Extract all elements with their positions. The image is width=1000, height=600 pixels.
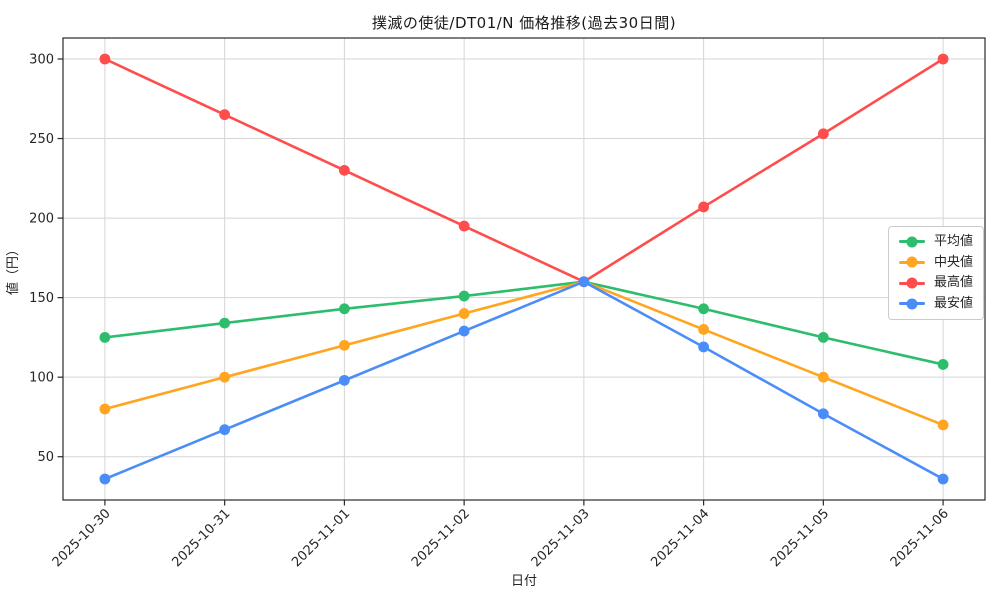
series-average-point	[937, 359, 949, 370]
legend-marker-dot	[906, 298, 918, 310]
chart-title: 撲滅の使徒/DT01/N 価格推移(過去30日間)	[371, 14, 677, 32]
legend-item-median: 中央値	[899, 254, 974, 270]
legend-item-average: 平均値	[899, 235, 973, 249]
series-max-line	[103, 57, 945, 284]
series-average-point	[698, 303, 710, 315]
x-tick-label: 2025-11-02	[409, 506, 473, 570]
axis-ticks	[57, 58, 944, 506]
gridlines	[63, 38, 985, 500]
series-min-point	[578, 276, 590, 288]
series-max-point	[817, 128, 829, 140]
y-axis-label: 値（円）	[5, 243, 21, 295]
plot-border	[62, 37, 986, 501]
x-tick-label: 2025-11-04	[648, 506, 712, 570]
series-max-point	[458, 220, 470, 232]
y-tick-label: 100	[29, 371, 54, 386]
series-min-line	[103, 280, 945, 481]
series-median-line	[103, 280, 945, 427]
legend: 平均値中央値最高値最安値	[888, 226, 985, 320]
x-tick-labels: 2025-10-30 2025-10-31 2025-11-01 2025-11-02…	[50, 506, 952, 570]
x-tick-label: 2025-11-05	[768, 506, 832, 570]
y-tick-labels: 50 100 150 200 250 300	[29, 53, 54, 466]
series-min-point	[458, 325, 470, 337]
series-max-point	[698, 201, 710, 213]
legend-line-sample	[899, 277, 925, 289]
legend-line-sample	[899, 256, 925, 268]
series-average-point	[219, 317, 231, 329]
series-average-point	[338, 303, 350, 315]
series-average-line	[103, 280, 945, 366]
series-average-point	[817, 332, 829, 343]
x-tick-label: 2025-11-01	[289, 506, 353, 570]
legend-line-sample	[899, 236, 925, 248]
series-average-point	[458, 290, 470, 302]
series-median	[99, 276, 949, 431]
series-max-point	[219, 109, 231, 121]
x-tick-label: 2025-11-03	[529, 506, 593, 570]
series-max	[99, 53, 949, 288]
series-min-point	[937, 473, 949, 485]
legend-marker-dot	[906, 256, 918, 268]
series-median-point	[937, 419, 949, 431]
series-min	[99, 276, 949, 485]
series-min-point	[219, 424, 231, 436]
series-min-point	[698, 341, 710, 353]
y-tick-label: 200	[29, 212, 54, 227]
series-min-point	[99, 473, 111, 485]
series-median-point	[817, 371, 829, 383]
series-max-point	[338, 164, 350, 176]
legend-marker-dot	[906, 236, 918, 248]
y-tick-label: 50	[37, 450, 54, 465]
legend-item-min: 最安値	[899, 297, 973, 311]
y-tick-label: 150	[29, 291, 54, 306]
legend-marker-dot	[906, 277, 918, 289]
series-median-point	[698, 324, 710, 335]
legend-item-max: 最高値	[899, 276, 973, 290]
x-axis-label: 日付	[511, 574, 537, 589]
legend-label: 中央値	[934, 254, 974, 270]
series-median-point	[219, 371, 231, 383]
series-median-point	[99, 403, 111, 415]
series-median-point	[458, 308, 470, 319]
legend-label: 最高値	[934, 275, 974, 291]
series-min-point	[338, 374, 350, 386]
legend-label: 最安値	[934, 295, 974, 311]
x-tick-label: 2025-10-30	[50, 506, 114, 570]
series-average-point	[99, 332, 111, 343]
y-tick-label: 250	[29, 132, 54, 147]
legend-label: 平均値	[934, 234, 974, 249]
x-tick-label: 2025-11-06	[888, 506, 952, 570]
y-tick-label: 300	[29, 53, 54, 68]
series-median-point	[338, 339, 350, 351]
series-max-point	[937, 53, 949, 65]
series-max-point	[99, 53, 111, 65]
series-min-point	[817, 408, 829, 420]
series-average	[99, 276, 949, 370]
legend-line-sample	[899, 298, 925, 310]
x-tick-label: 2025-10-31	[169, 506, 233, 570]
